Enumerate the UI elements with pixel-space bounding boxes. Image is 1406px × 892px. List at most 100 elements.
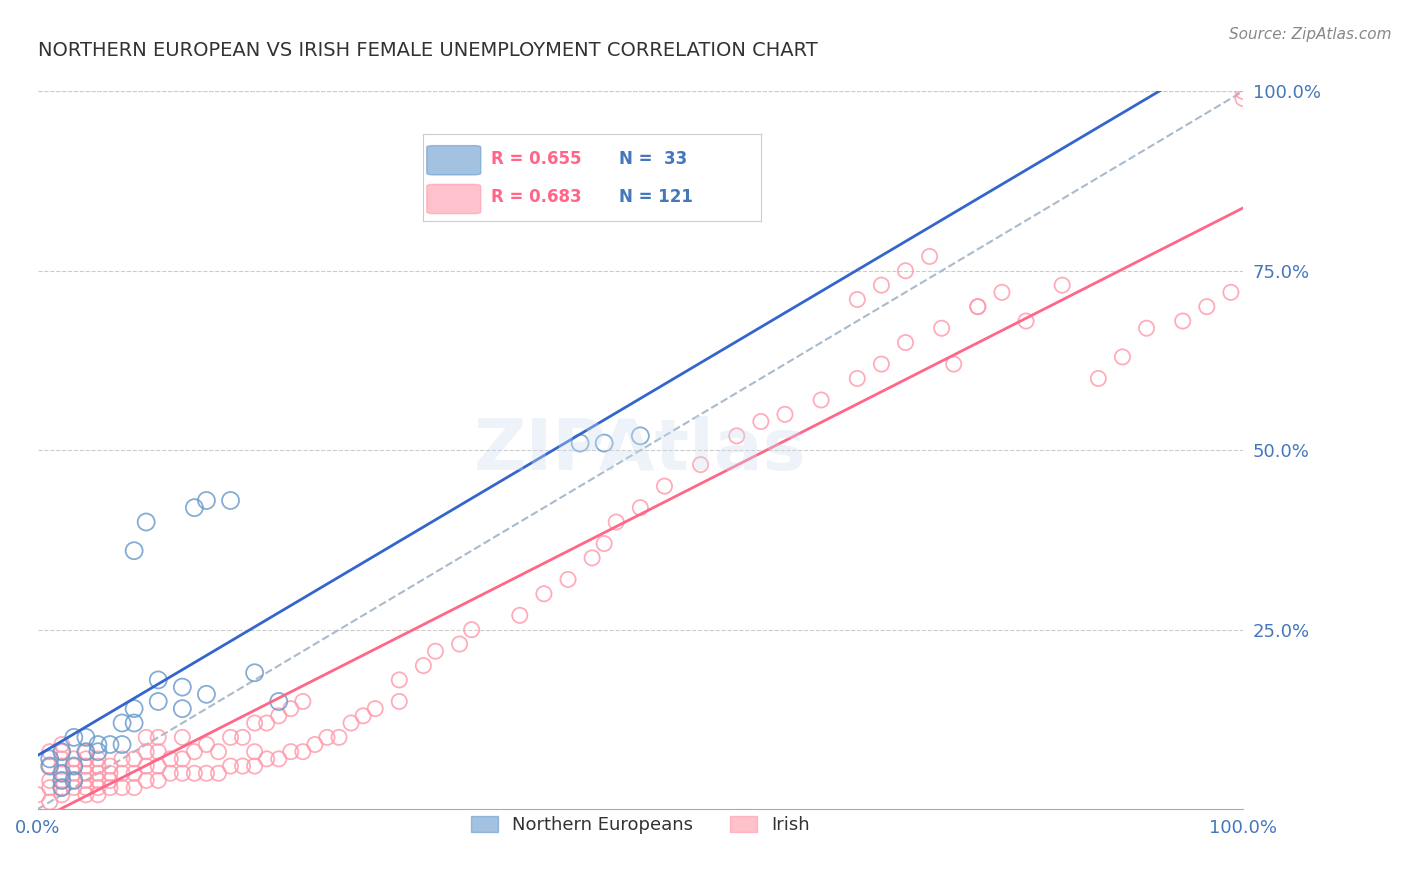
Point (98, 780, 121, 795)
Point (75, 788, 97, 802)
Point (232, 759, 254, 773)
Point (122, 780, 145, 795)
Point (931, 321, 953, 335)
Point (304, 738, 326, 752)
Point (533, 587, 555, 601)
Point (870, 278, 893, 293)
Point (75, 752, 97, 766)
Point (195, 738, 218, 752)
Point (148, 673, 170, 687)
Point (628, 500, 651, 515)
Point (1135, 321, 1157, 335)
Point (63, 773, 86, 788)
Point (87, 745, 110, 759)
Point (352, 708, 374, 723)
Point (98, 766, 121, 780)
Point (243, 745, 266, 759)
Point (328, 731, 350, 745)
Point (773, 408, 796, 422)
Point (122, 780, 145, 795)
Point (243, 759, 266, 773)
Point (280, 745, 302, 759)
Point (98, 780, 121, 795)
Point (38, 780, 60, 795)
Point (894, 264, 917, 278)
Point (219, 731, 242, 745)
Point (111, 752, 134, 766)
Point (63, 759, 86, 773)
Point (38, 745, 60, 759)
Point (38, 759, 60, 773)
Point (581, 550, 603, 565)
Point (593, 436, 616, 450)
Point (725, 429, 748, 443)
Point (605, 515, 627, 529)
Point (894, 335, 917, 350)
Point (569, 436, 592, 450)
Point (267, 708, 290, 723)
Point (243, 665, 266, 680)
Point (122, 752, 145, 766)
Point (207, 766, 229, 780)
Point (183, 745, 205, 759)
Point (172, 701, 194, 715)
Point (63, 731, 86, 745)
Point (509, 608, 531, 623)
Point (38, 795, 60, 809)
Point (291, 694, 314, 708)
Point (51, 745, 73, 759)
Legend: Northern Europeans, Irish: Northern Europeans, Irish (463, 807, 818, 843)
Point (148, 694, 170, 708)
Point (51, 780, 73, 795)
Point (991, 285, 1014, 300)
Point (207, 766, 229, 780)
Point (232, 731, 254, 745)
Point (581, 550, 603, 565)
Point (846, 293, 869, 307)
Point (63, 766, 86, 780)
Point (183, 500, 205, 515)
Point (894, 335, 917, 350)
Point (51, 780, 73, 795)
Point (1111, 350, 1133, 364)
Point (870, 357, 893, 371)
Point (148, 773, 170, 788)
Point (256, 752, 278, 766)
Point (894, 264, 917, 278)
Point (689, 458, 711, 472)
Point (1219, 285, 1241, 300)
Point (172, 752, 194, 766)
Point (135, 759, 157, 773)
Point (135, 731, 157, 745)
Point (38, 759, 60, 773)
Point (628, 500, 651, 515)
Point (75, 780, 97, 795)
Point (942, 357, 965, 371)
Point (122, 766, 145, 780)
Point (51, 773, 73, 788)
Point (75, 745, 97, 759)
Point (51, 766, 73, 780)
Point (148, 731, 170, 745)
Point (460, 623, 482, 637)
Point (122, 543, 145, 558)
Point (183, 745, 205, 759)
Point (87, 738, 110, 752)
Point (148, 673, 170, 687)
Point (87, 752, 110, 766)
Point (135, 773, 157, 788)
Point (1171, 314, 1194, 328)
Point (966, 300, 988, 314)
Point (918, 249, 941, 263)
Point (195, 687, 218, 701)
Point (183, 766, 205, 780)
Point (87, 780, 110, 795)
Point (593, 536, 616, 550)
Point (267, 694, 290, 708)
Point (38, 759, 60, 773)
Point (63, 773, 86, 788)
Point (172, 766, 194, 780)
Point (243, 716, 266, 731)
Point (605, 515, 627, 529)
Point (75, 766, 97, 780)
